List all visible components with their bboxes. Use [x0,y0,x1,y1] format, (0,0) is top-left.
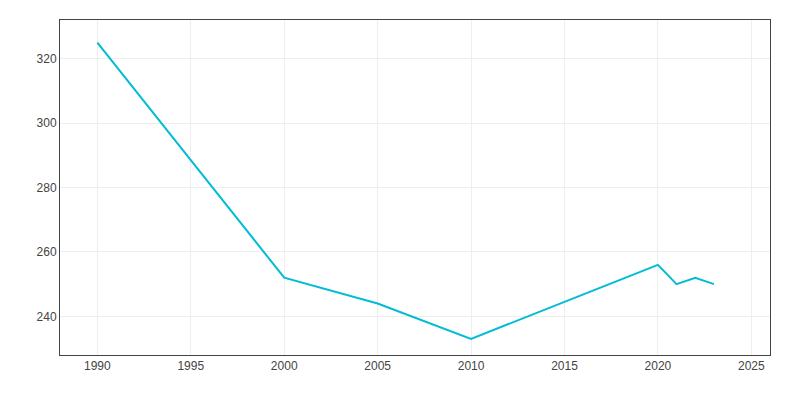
svg-text:2010: 2010 [458,359,485,373]
svg-text:1990: 1990 [84,359,111,373]
svg-text:300: 300 [37,116,57,130]
svg-text:2005: 2005 [364,359,391,373]
svg-text:2025: 2025 [738,359,765,373]
svg-text:2020: 2020 [645,359,672,373]
svg-text:1995: 1995 [177,359,204,373]
svg-text:280: 280 [37,181,57,195]
svg-text:2000: 2000 [271,359,298,373]
svg-text:240: 240 [37,310,57,324]
svg-text:320: 320 [37,52,57,66]
svg-text:2015: 2015 [551,359,578,373]
svg-text:260: 260 [37,245,57,259]
